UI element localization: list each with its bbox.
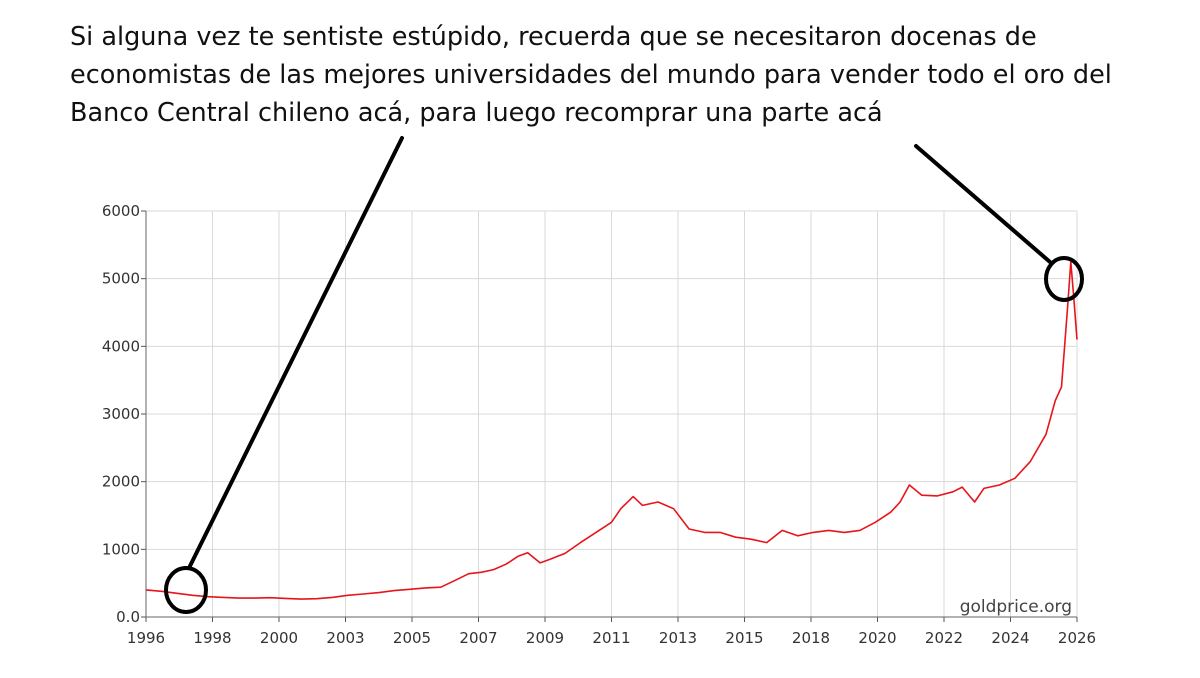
y-tick-label: 0.0 — [116, 608, 140, 626]
x-tick-label: 2026 — [1058, 629, 1096, 647]
annotation-pointer-sale — [188, 136, 404, 568]
annotations — [164, 136, 1084, 614]
y-tick-label: 3000 — [102, 405, 140, 423]
x-tick-label: 2003 — [326, 629, 364, 647]
x-tick-label: 2007 — [459, 629, 497, 647]
y-tick-label: 4000 — [102, 337, 140, 355]
x-tick-label: 2020 — [858, 629, 896, 647]
watermark: goldprice.org — [960, 597, 1072, 617]
x-tick-label: 2011 — [592, 629, 630, 647]
gold-price-line — [145, 260, 1078, 600]
annotation-circle-sale — [164, 566, 208, 614]
x-tick-label: 2024 — [991, 629, 1029, 647]
y-tick-label: 2000 — [102, 473, 140, 491]
axes — [141, 210, 1078, 622]
caption-line: Si alguna vez te sentiste estúpido, recu… — [70, 22, 1037, 52]
x-tick-label: 2009 — [526, 629, 564, 647]
x-tick-label: 2018 — [792, 629, 830, 647]
y-tick-label: 5000 — [102, 270, 140, 288]
x-tick-label: 2022 — [925, 629, 963, 647]
x-tick-label: 2000 — [260, 629, 298, 647]
x-tick-label: 2013 — [659, 629, 697, 647]
caption-line: Banco Central chileno acá, para luego re… — [70, 98, 883, 128]
caption-line: economistas de las mejores universidades… — [70, 60, 1112, 90]
x-tick-label: 1998 — [193, 629, 231, 647]
x-tick-label: 1996 — [127, 629, 165, 647]
y-tick-label: 6000 — [102, 202, 140, 220]
tick-labels: 1996 1998 2000 2003 2005 2007 2009 2011 2013 2015… — [102, 202, 1096, 647]
x-tick-label: 2015 — [725, 629, 763, 647]
caption: Si alguna vez te sentiste estúpido, recu… — [70, 18, 1195, 132]
grid — [145, 210, 1078, 618]
y-tick-label: 1000 — [102, 540, 140, 558]
annotation-circle-rebuy — [1044, 256, 1084, 302]
x-tick-label: 2005 — [393, 629, 431, 647]
series — [145, 260, 1078, 600]
annotation-pointer-rebuy — [914, 144, 1052, 264]
